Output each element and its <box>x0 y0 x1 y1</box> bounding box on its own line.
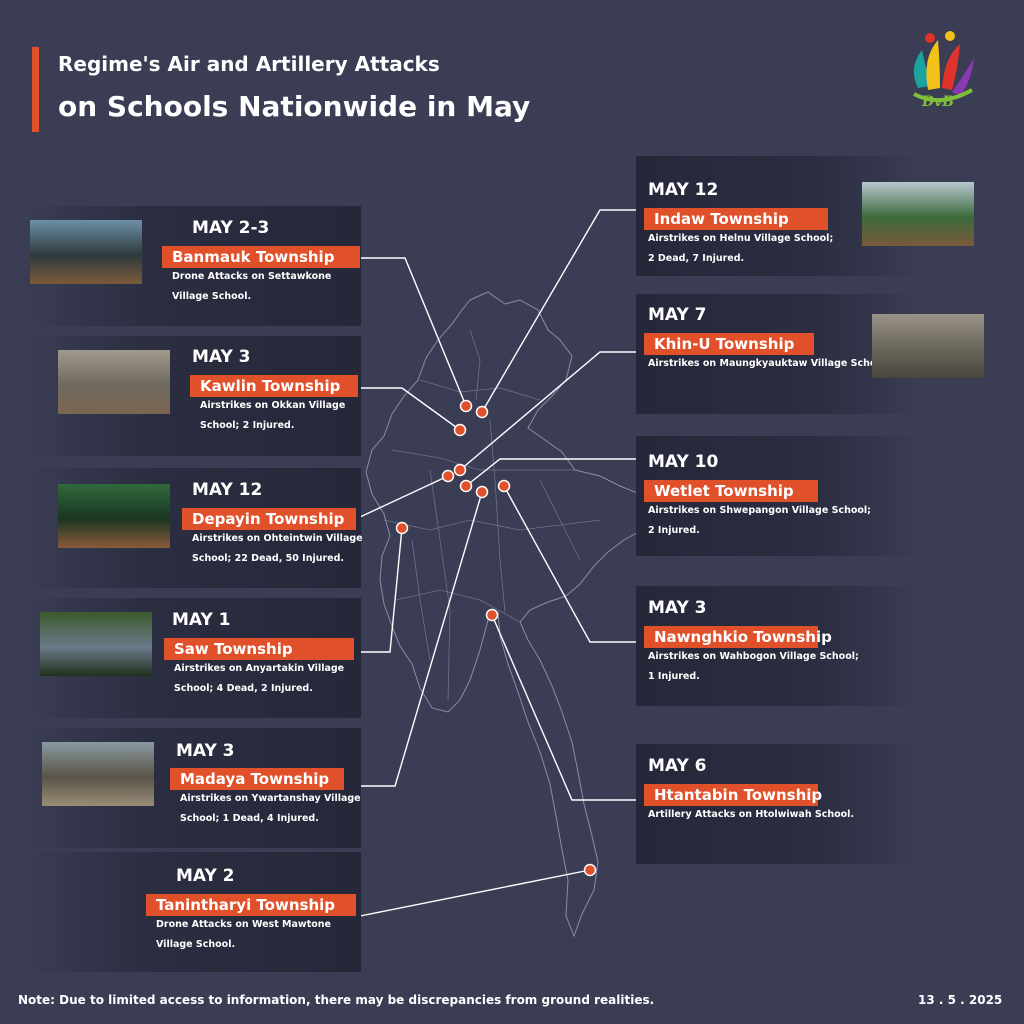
attack-date: MAY 3 <box>648 598 707 618</box>
leader-line <box>360 387 461 431</box>
attack-description: School; 2 Injured. <box>200 420 295 431</box>
township-label: Wetlet Township <box>644 480 818 502</box>
attack-date: MAY 6 <box>648 756 707 776</box>
township-label: Madaya Township <box>170 768 344 790</box>
school-damage-photo <box>862 182 974 246</box>
attack-description: Airstrikes on Helnu Village School; <box>648 233 834 244</box>
attack-location-marker <box>453 463 467 477</box>
footer-note: Note: Due to limited access to informati… <box>18 993 655 1007</box>
dvb-logo-icon <box>913 31 974 102</box>
myanmar-outline <box>365 291 651 938</box>
attack-date: MAY 1 <box>172 610 231 630</box>
attack-description: Airstrikes on Okkan Village <box>200 400 346 411</box>
attack-location-marker <box>475 485 489 499</box>
attack-description: 2 Injured. <box>648 525 700 536</box>
leader-line <box>360 257 467 407</box>
attack-date: MAY 2-3 <box>192 218 270 238</box>
attack-date: MAY 3 <box>176 741 235 761</box>
school-damage-photo <box>42 742 154 806</box>
attack-location-marker <box>395 521 409 535</box>
leader-line <box>503 485 636 643</box>
attack-description: Airstrikes on Ohteintwin Village <box>192 533 363 544</box>
attack-date: MAY 7 <box>648 305 707 325</box>
internal-borders <box>383 329 601 701</box>
township-label: Khin-U Township <box>644 333 814 355</box>
leader-line <box>481 209 636 413</box>
attack-description: Airstrikes on Wahbogon Village School; <box>648 651 859 662</box>
attack-description: Artillery Attacks on Htolwiwah School. <box>648 809 855 820</box>
attack-date: MAY 12 <box>648 180 719 200</box>
title-line-2: on Schools Nationwide in May <box>58 90 531 123</box>
township-label: Nawnghkio Township <box>644 626 832 648</box>
attack-description: Airstrikes on Anyartakin Village <box>174 663 345 674</box>
attack-description: School; 22 Dead, 50 Injured. <box>192 553 345 564</box>
leader-line <box>491 614 636 801</box>
leader-line <box>360 491 483 787</box>
township-label: Htantabin Township <box>644 784 822 806</box>
township-label: Kawlin Township <box>190 375 358 397</box>
attack-description: Village School. <box>172 291 252 302</box>
attack-description: Drone Attacks on West Mawtone <box>156 919 331 930</box>
school-damage-photo <box>58 350 170 414</box>
township-label: Depayin Township <box>182 508 356 530</box>
attack-location-marker <box>459 479 473 493</box>
attack-date: MAY 3 <box>192 347 251 367</box>
attack-location-marker <box>497 479 511 493</box>
attack-location-marker <box>475 405 489 419</box>
attack-location-marker <box>583 863 597 877</box>
title-accent-bar <box>32 47 39 132</box>
attack-location-marker <box>485 608 499 622</box>
township-label: Banmauk Township <box>162 246 360 268</box>
leader-line <box>360 527 403 653</box>
township-label: Indaw Township <box>644 208 828 230</box>
attack-description: Airstrikes on Shwepangon Village School; <box>648 505 871 516</box>
attack-description: Airstrikes on Maungkyauktaw Village Scho… <box>648 358 890 369</box>
school-damage-photo <box>30 220 142 284</box>
leader-line <box>465 458 636 487</box>
date-stamp: 13 . 5 . 2025 <box>918 993 1003 1007</box>
school-damage-photo <box>58 484 170 548</box>
attack-description: School; 1 Dead, 4 Injured. <box>180 813 319 824</box>
attack-description: School; 4 Dead, 2 Injured. <box>174 683 313 694</box>
dvb-logo-text: DvB <box>922 94 955 110</box>
attack-description: Drone Attacks on Settawkone <box>172 271 332 282</box>
attack-description: 1 Injured. <box>648 671 700 682</box>
attack-description: Village School. <box>156 939 236 950</box>
leader-line <box>359 869 591 917</box>
township-label: Saw Township <box>164 638 354 660</box>
leader-line <box>359 475 449 518</box>
school-damage-photo <box>40 612 152 676</box>
township-label: Tanintharyi Township <box>146 894 356 916</box>
attack-date: MAY 2 <box>176 866 235 886</box>
attack-date: MAY 10 <box>648 452 719 472</box>
school-damage-photo <box>872 314 984 378</box>
attack-location-marker <box>453 423 467 437</box>
title-line-1: Regime's Air and Artillery Attacks <box>58 52 440 76</box>
leader-line <box>459 351 636 471</box>
attack-description: Airstrikes on Ywartanshay Village <box>180 793 361 804</box>
attack-date: MAY 12 <box>192 480 263 500</box>
attack-location-marker <box>459 399 473 413</box>
attack-description: 2 Dead, 7 Injured. <box>648 253 745 264</box>
attack-location-marker <box>441 469 455 483</box>
